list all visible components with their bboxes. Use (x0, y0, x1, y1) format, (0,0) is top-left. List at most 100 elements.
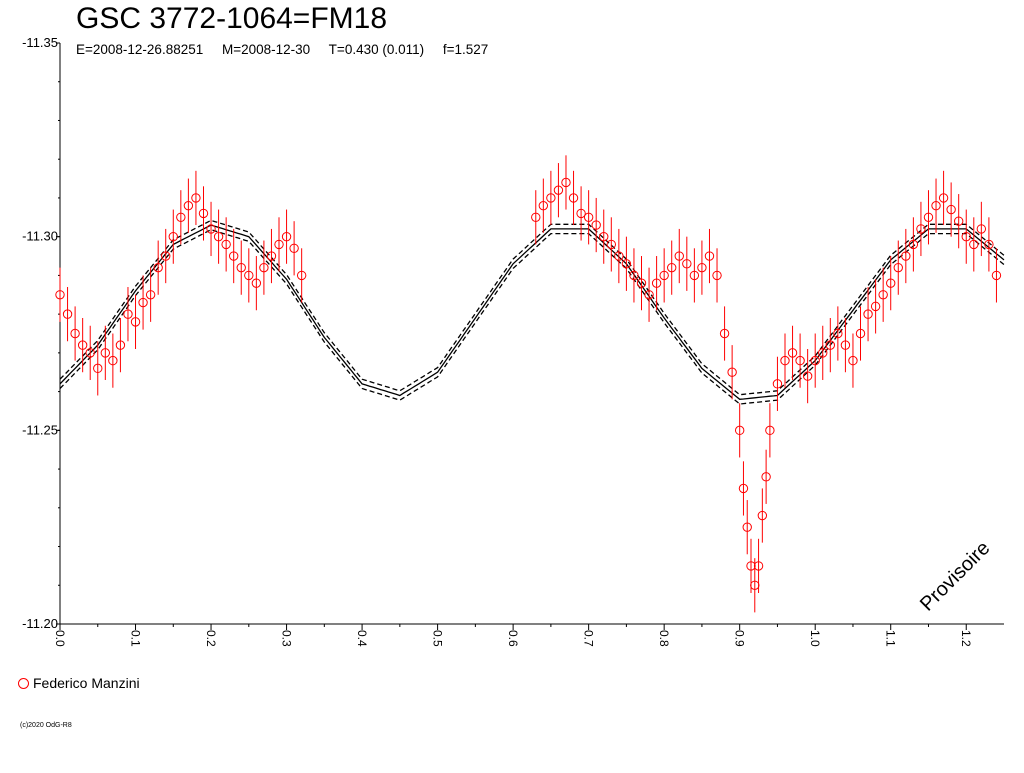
data-point (213, 231, 224, 242)
data-point (70, 328, 80, 339)
data-point (761, 472, 771, 482)
data-point (629, 270, 639, 281)
data-point (923, 212, 934, 223)
data-point (991, 270, 1002, 281)
data-point (183, 200, 194, 211)
data-point (833, 328, 843, 339)
data-point (228, 251, 239, 261)
x-tick-label: 1.1 (884, 630, 898, 647)
data-point (886, 278, 896, 288)
data-point (753, 561, 764, 571)
data-point (667, 262, 677, 273)
data-point (855, 328, 866, 339)
data-point (531, 212, 541, 223)
data-point (765, 425, 775, 436)
data-point (738, 483, 749, 494)
data-point (802, 371, 813, 381)
data-point (780, 355, 790, 366)
data-point (818, 348, 828, 358)
data-point (659, 270, 669, 281)
data-point (274, 239, 284, 250)
watermark-text: Provisoire (916, 537, 994, 615)
data-point (281, 231, 292, 242)
x-tick-label: 0.2 (204, 630, 218, 647)
y-tick-label: -11.20 (22, 616, 58, 631)
data-point (599, 231, 609, 242)
data-point (742, 522, 752, 532)
data-point (901, 251, 911, 261)
data-point (85, 348, 95, 358)
legend-label: Federico Manzini (33, 675, 140, 691)
data-point (984, 239, 994, 250)
data-point (644, 290, 654, 300)
data-point (651, 278, 662, 288)
data-point (636, 278, 647, 288)
data-point (621, 259, 632, 269)
data-point (969, 239, 979, 250)
data-point (787, 348, 798, 358)
data-point (115, 340, 126, 350)
fit-curve-line (59, 228, 1005, 405)
data-point (727, 367, 737, 377)
data-point (825, 340, 836, 350)
data-point (719, 328, 730, 339)
data-point (259, 262, 269, 273)
data-point (538, 200, 549, 211)
data-point (546, 193, 556, 203)
data-point (689, 270, 700, 281)
data-point (810, 355, 820, 366)
data-point (795, 355, 805, 366)
data-point (251, 278, 262, 288)
data-point (583, 212, 594, 223)
chart-subtitle: E=2008-12-26.88251 M=2008-12-30 T=0.430 … (76, 42, 489, 57)
data-point (100, 348, 111, 358)
legend: Federico Manzini (18, 675, 140, 691)
fit-curve-line (59, 219, 1005, 396)
y-tick-label: -11.35 (22, 35, 58, 50)
data-point (93, 363, 103, 374)
x-tick-label: 0.7 (582, 630, 596, 647)
x-tick-label: 0.6 (506, 630, 520, 647)
data-point (221, 239, 231, 250)
y-tick-label: -11.30 (22, 229, 58, 244)
data-point (161, 251, 171, 261)
data-point (704, 251, 715, 261)
data-point (130, 317, 141, 327)
data-point (168, 231, 178, 242)
x-tick-label: 1.0 (808, 630, 822, 647)
data-point (772, 379, 783, 389)
data-point (108, 355, 118, 366)
data-point (296, 270, 307, 281)
x-tick-label: 0.1 (129, 630, 143, 647)
data-point (176, 212, 186, 223)
data-point (946, 204, 956, 215)
data-point (953, 216, 964, 226)
copyright-text: (c)2020 OdG-R8 (20, 722, 72, 729)
data-point (976, 224, 987, 234)
data-point (757, 510, 768, 521)
data-point (893, 262, 903, 273)
x-tick-label: 0.8 (657, 630, 671, 647)
data-point (591, 220, 601, 230)
data-point (931, 200, 941, 211)
data-point (198, 208, 209, 219)
data-point (62, 309, 73, 319)
data-point (697, 262, 707, 273)
data-point (848, 355, 858, 366)
data-point (916, 224, 926, 234)
x-tick-label: 1.2 (959, 630, 973, 647)
x-tick-label: 0.5 (431, 630, 445, 647)
data-point (938, 193, 949, 203)
y-tick-label: -11.25 (22, 422, 58, 437)
fit-curve-line (59, 224, 1005, 400)
data-point (236, 262, 246, 273)
data-point (606, 239, 616, 250)
data-point (145, 290, 156, 300)
data-point (576, 208, 586, 219)
data-point (878, 290, 888, 300)
data-point (614, 251, 624, 261)
data-point (266, 251, 277, 261)
data-point (682, 259, 692, 269)
data-point (153, 262, 163, 273)
